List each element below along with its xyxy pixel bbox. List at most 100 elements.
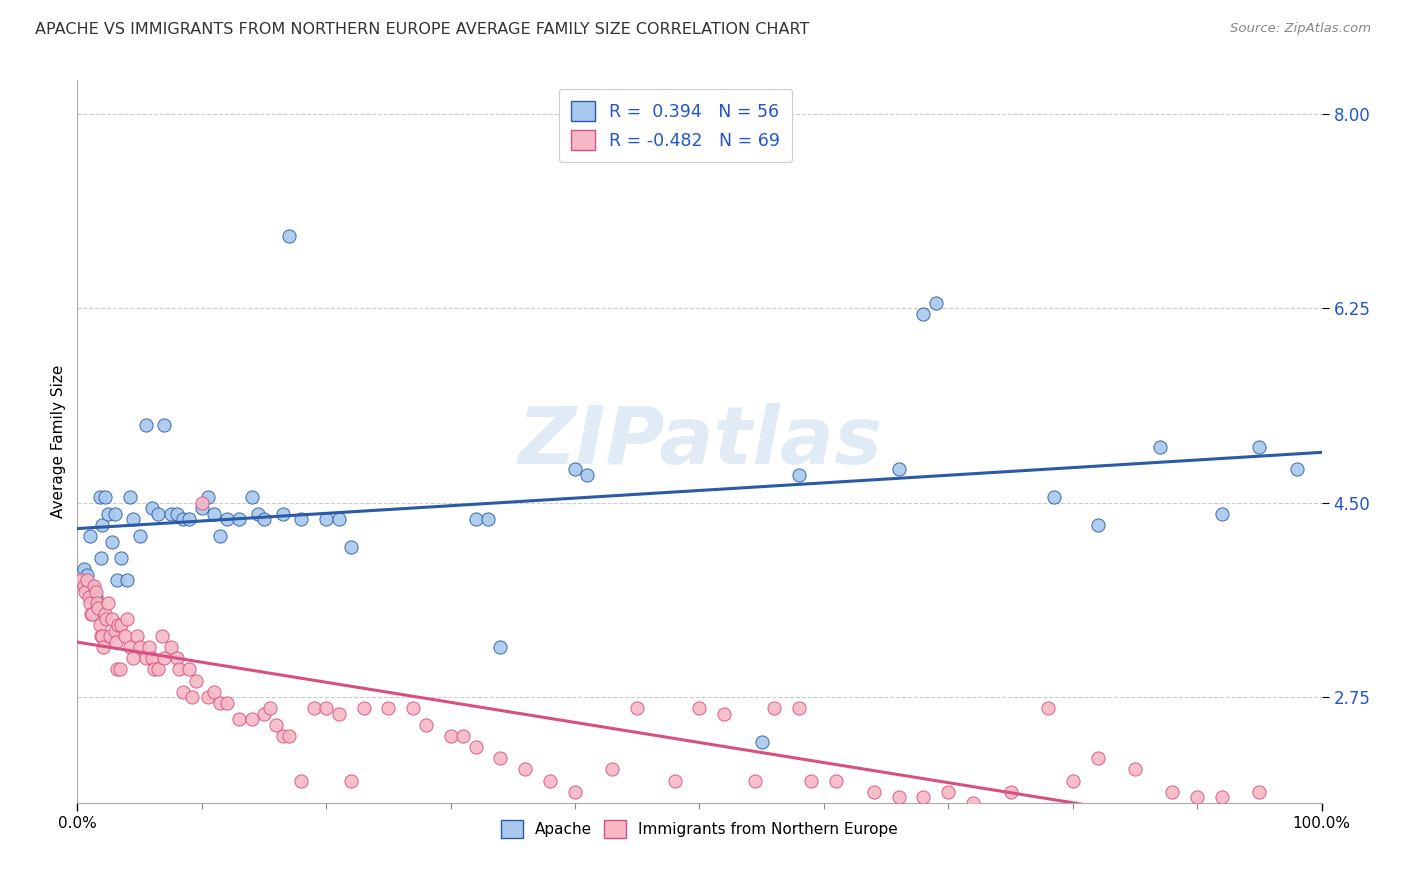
Point	[751, 734, 773, 748]
Point	[253, 512, 276, 526]
Point	[105, 662, 128, 676]
Point	[489, 751, 512, 765]
Point	[1211, 790, 1233, 805]
Point	[148, 507, 170, 521]
Y-axis label: Average Family Size: Average Family Size	[51, 365, 66, 518]
Point	[266, 718, 288, 732]
Point	[118, 490, 141, 504]
Point	[76, 574, 98, 588]
Point	[89, 618, 111, 632]
Point	[191, 501, 214, 516]
Point	[159, 640, 181, 655]
Point	[240, 490, 263, 504]
Point	[1043, 490, 1066, 504]
Point	[166, 507, 188, 521]
Point	[105, 574, 128, 588]
Point	[277, 228, 299, 243]
Point	[80, 607, 103, 621]
Point	[340, 540, 363, 554]
Point	[101, 534, 124, 549]
Point	[180, 690, 202, 705]
Point	[215, 696, 238, 710]
Point	[108, 662, 131, 676]
Point	[110, 551, 132, 566]
Point	[328, 512, 350, 526]
Point	[83, 584, 105, 599]
Point	[135, 651, 157, 665]
Point	[104, 634, 127, 648]
Point	[1249, 785, 1271, 799]
Point	[148, 662, 170, 676]
Point	[97, 507, 120, 521]
Point	[72, 579, 94, 593]
Point	[862, 785, 884, 799]
Text: ZIPatlas: ZIPatlas	[517, 402, 882, 481]
Point	[538, 773, 561, 788]
Point	[209, 529, 232, 543]
Point	[340, 773, 363, 788]
Point	[912, 307, 935, 321]
Point	[84, 584, 107, 599]
Point	[191, 496, 214, 510]
Point	[98, 629, 121, 643]
Point	[271, 507, 294, 521]
Text: Source: ZipAtlas.com: Source: ZipAtlas.com	[1230, 22, 1371, 36]
Point	[118, 640, 141, 655]
Point	[259, 701, 281, 715]
Point	[515, 763, 537, 777]
Point	[77, 590, 100, 604]
Point	[451, 729, 474, 743]
Point	[172, 512, 194, 526]
Point	[76, 568, 98, 582]
Point	[159, 507, 181, 521]
Point	[713, 706, 735, 721]
Point	[1185, 790, 1208, 805]
Point	[101, 612, 124, 626]
Text: APACHE VS IMMIGRANTS FROM NORTHERN EUROPE AVERAGE FAMILY SIZE CORRELATION CHART: APACHE VS IMMIGRANTS FROM NORTHERN EUROP…	[35, 22, 810, 37]
Point	[228, 512, 250, 526]
Point	[72, 562, 94, 576]
Point	[90, 629, 112, 643]
Point	[125, 629, 148, 643]
Point	[825, 773, 848, 788]
Point	[128, 640, 150, 655]
Point	[90, 551, 112, 566]
Point	[153, 417, 176, 432]
Point	[489, 640, 512, 655]
Point	[82, 607, 104, 621]
Point	[800, 773, 823, 788]
Point	[197, 490, 219, 504]
Point	[73, 584, 96, 599]
Point	[664, 773, 686, 788]
Point	[94, 612, 117, 626]
Point	[83, 579, 105, 593]
Legend: Apache, Immigrants from Northern Europe: Apache, Immigrants from Northern Europe	[494, 813, 905, 846]
Point	[1087, 517, 1109, 532]
Point	[253, 706, 276, 721]
Point	[91, 517, 114, 532]
Point	[202, 507, 225, 521]
Point	[763, 701, 786, 715]
Point	[464, 512, 486, 526]
Point	[179, 662, 201, 676]
Point	[271, 729, 294, 743]
Point	[135, 417, 157, 432]
Point	[787, 467, 810, 482]
Point	[353, 701, 375, 715]
Point	[1211, 507, 1233, 521]
Point	[1036, 701, 1059, 715]
Point	[402, 701, 425, 715]
Point	[87, 601, 110, 615]
Point	[115, 574, 138, 588]
Point	[104, 507, 127, 521]
Point	[1062, 773, 1084, 788]
Point	[115, 612, 138, 626]
Point	[1161, 785, 1184, 799]
Point	[86, 596, 108, 610]
Point	[84, 590, 107, 604]
Point	[228, 713, 250, 727]
Point	[166, 651, 188, 665]
Point	[122, 512, 145, 526]
Point	[302, 701, 325, 715]
Point	[202, 684, 225, 698]
